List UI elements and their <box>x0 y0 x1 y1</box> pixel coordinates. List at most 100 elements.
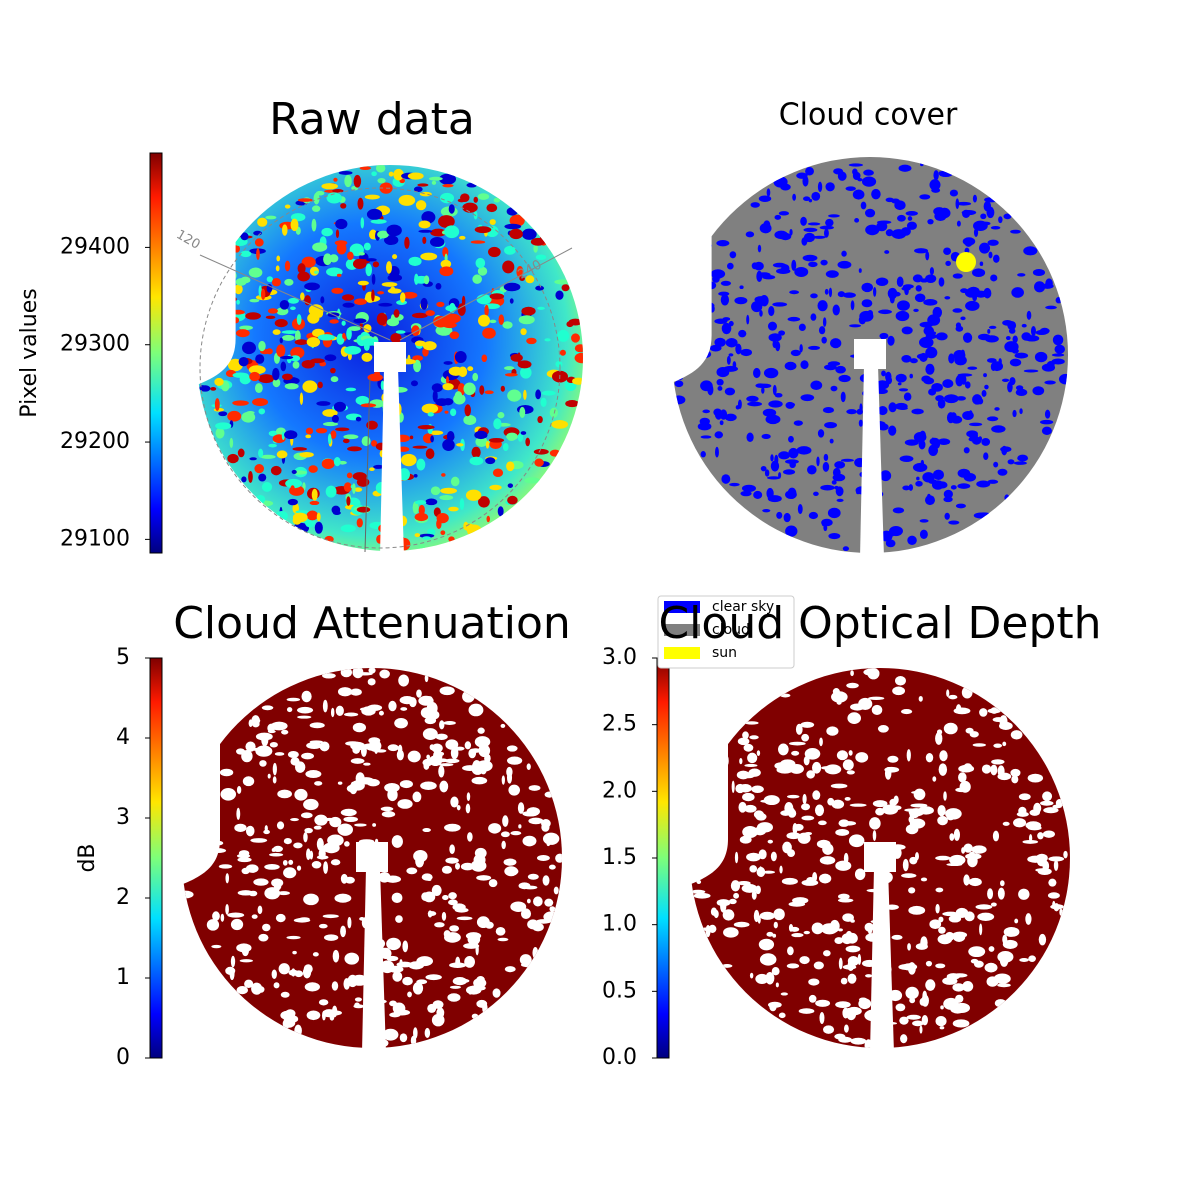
blob <box>220 913 225 922</box>
blob <box>296 865 302 871</box>
blob <box>532 946 539 959</box>
blob <box>282 1018 291 1029</box>
panel-title: Cloud cover <box>779 98 958 133</box>
blob <box>812 790 821 801</box>
blob <box>724 413 737 422</box>
blob <box>835 1001 851 1009</box>
blob <box>743 743 754 752</box>
colorbar-tick-label: 29400 <box>60 234 130 259</box>
blob <box>251 982 263 995</box>
blob <box>251 914 258 919</box>
blob <box>400 453 417 467</box>
blob <box>850 1037 867 1045</box>
blob <box>489 219 496 225</box>
blob <box>821 519 826 527</box>
blob <box>1010 768 1021 777</box>
blob <box>963 447 970 454</box>
blob <box>733 921 750 928</box>
blob <box>214 377 224 386</box>
blob <box>722 909 735 921</box>
blob <box>305 770 322 779</box>
blob <box>782 469 796 475</box>
blob <box>284 430 298 440</box>
blob <box>492 988 501 998</box>
blob <box>902 485 911 491</box>
blob <box>482 327 496 339</box>
blob <box>779 865 783 874</box>
blob <box>227 912 245 918</box>
blob <box>540 397 547 407</box>
blob <box>830 338 842 349</box>
blob <box>399 1033 408 1043</box>
blob <box>415 500 427 505</box>
blob <box>768 1001 782 1008</box>
blob <box>925 274 937 283</box>
blob <box>1059 908 1063 916</box>
blob <box>825 270 839 278</box>
blob <box>979 242 991 254</box>
blob <box>245 825 255 837</box>
blob <box>721 474 731 484</box>
blob <box>282 859 288 866</box>
blob <box>472 372 479 382</box>
blob <box>842 1008 853 1016</box>
blob <box>1042 791 1053 802</box>
blob <box>363 762 371 766</box>
blob <box>477 727 485 734</box>
blob <box>971 845 987 854</box>
blob <box>819 856 836 865</box>
blob <box>1019 408 1023 415</box>
blob <box>489 484 502 491</box>
blob <box>948 914 962 923</box>
blob <box>372 261 380 268</box>
sky-image <box>685 668 1070 1053</box>
blob <box>849 803 867 807</box>
blob <box>322 422 339 427</box>
blob <box>234 284 243 295</box>
blob <box>519 406 526 418</box>
blob <box>277 891 290 896</box>
blob <box>230 955 236 968</box>
blob <box>911 790 925 795</box>
blob <box>938 916 944 923</box>
blob <box>988 325 997 329</box>
blob <box>994 999 1007 1008</box>
blob <box>962 209 971 218</box>
blob <box>828 532 841 540</box>
blob <box>568 318 583 326</box>
blob <box>823 1025 835 1034</box>
blob <box>1028 834 1033 843</box>
legend: clear sky cloud sun <box>657 595 795 669</box>
blob <box>1002 741 1007 747</box>
blob <box>444 932 461 943</box>
blob <box>238 356 249 367</box>
blob <box>425 498 438 506</box>
blob <box>474 430 488 440</box>
blob <box>925 363 935 375</box>
blob <box>972 194 977 203</box>
blob <box>525 275 535 284</box>
blob <box>908 484 914 491</box>
blob <box>242 341 256 355</box>
blob <box>863 668 880 676</box>
blob <box>330 859 341 866</box>
blob <box>812 235 826 239</box>
blob <box>455 862 461 870</box>
blob <box>749 735 759 740</box>
blob <box>788 435 794 443</box>
blob <box>322 914 339 919</box>
legend-swatch <box>664 601 700 613</box>
blob <box>807 465 817 475</box>
blob <box>347 446 362 452</box>
blob <box>544 791 555 798</box>
blob <box>303 964 313 974</box>
blob <box>211 944 222 949</box>
blob <box>269 852 284 857</box>
blob <box>782 841 792 854</box>
blob <box>938 926 946 934</box>
blob <box>306 742 323 749</box>
blob <box>766 931 774 937</box>
blob <box>994 407 1000 411</box>
blob <box>714 337 726 347</box>
blob <box>236 748 246 755</box>
